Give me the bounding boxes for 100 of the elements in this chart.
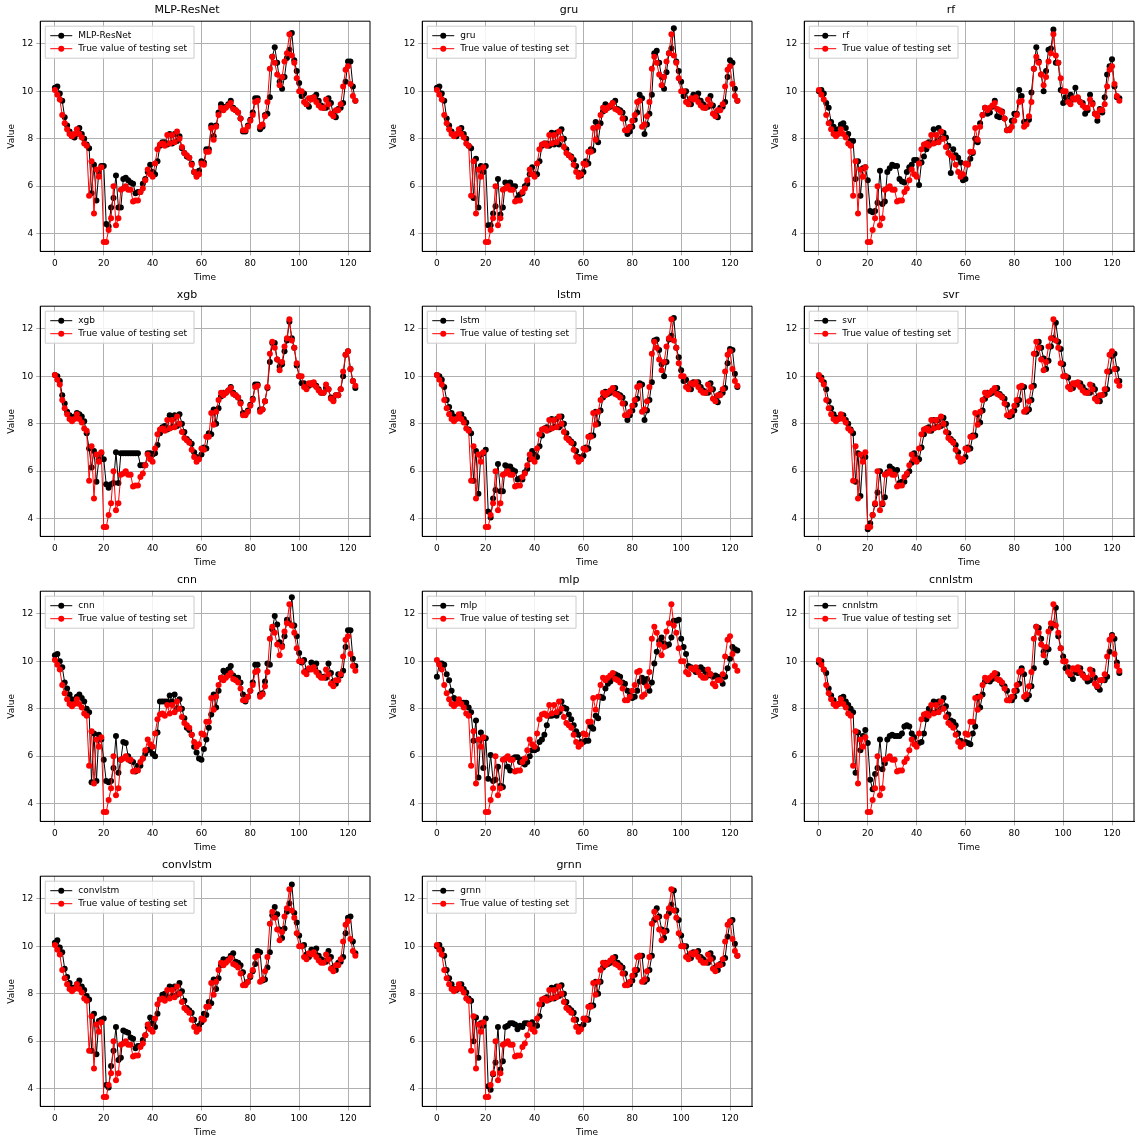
x-tick-label: 0 bbox=[816, 543, 823, 554]
y-tick-label: 10 bbox=[21, 940, 34, 951]
x-axis-title: Time bbox=[957, 841, 981, 852]
y-tick-label: 4 bbox=[409, 227, 416, 238]
x-axis-title: Time bbox=[575, 556, 599, 567]
legend-label: True value of testing set bbox=[841, 328, 952, 339]
y-tick-label: 6 bbox=[409, 465, 416, 476]
x-tick-label: 120 bbox=[721, 543, 739, 554]
y-tick-label: 6 bbox=[409, 180, 416, 191]
x-axis-title: Time bbox=[193, 271, 217, 282]
legend-label: True value of testing set bbox=[459, 328, 570, 339]
chart-title: xgb bbox=[176, 288, 198, 302]
y-tick-label: 8 bbox=[27, 418, 34, 429]
legend-label: mlp bbox=[460, 600, 478, 611]
legend-label: rf bbox=[842, 30, 850, 41]
legend-label: svr bbox=[842, 315, 857, 326]
x-tick-label: 120 bbox=[1103, 543, 1121, 554]
x-tick-label: 120 bbox=[721, 258, 739, 269]
y-tick-label: 4 bbox=[409, 512, 416, 523]
x-tick-label: 0 bbox=[52, 543, 59, 554]
y-axis-title: Value bbox=[769, 123, 780, 149]
x-tick-label: 20 bbox=[98, 828, 110, 839]
y-tick-label: 4 bbox=[27, 227, 34, 238]
y-tick-label: 8 bbox=[409, 988, 416, 999]
x-tick-label: 100 bbox=[290, 543, 309, 554]
x-tick-label: 120 bbox=[339, 1113, 357, 1124]
y-tick-label: 12 bbox=[785, 38, 798, 49]
chart-title: convlstm bbox=[161, 858, 213, 872]
x-tick-label: 100 bbox=[672, 1113, 691, 1124]
x-tick-label: 20 bbox=[480, 258, 492, 269]
legend-label: cnnlstm bbox=[842, 600, 879, 611]
y-tick-label: 4 bbox=[27, 797, 34, 808]
y-tick-label: 10 bbox=[403, 940, 416, 951]
y-tick-label: 12 bbox=[21, 323, 34, 334]
legend-label: cnn bbox=[78, 600, 95, 611]
chart-title: grnn bbox=[556, 858, 582, 872]
chart-title: mlp bbox=[558, 573, 580, 587]
chart-title: lstm bbox=[557, 288, 581, 302]
x-axis-title: Time bbox=[193, 556, 217, 567]
x-tick-label: 80 bbox=[626, 258, 639, 269]
x-tick-label: 80 bbox=[1008, 543, 1021, 554]
x-tick-label: 0 bbox=[52, 258, 59, 269]
x-tick-label: 40 bbox=[146, 543, 159, 554]
y-tick-label: 10 bbox=[21, 655, 34, 666]
legend-label: True value of testing set bbox=[841, 613, 952, 624]
y-axis-title: Value bbox=[387, 693, 398, 719]
legend-label: convlstm bbox=[78, 885, 120, 896]
x-axis-title: Time bbox=[193, 1126, 217, 1137]
legend-label: True value of testing set bbox=[77, 328, 188, 339]
x-tick-label: 100 bbox=[672, 828, 691, 839]
legend-label: True value of testing set bbox=[459, 898, 570, 909]
y-tick-label: 8 bbox=[27, 703, 34, 714]
x-tick-label: 0 bbox=[434, 258, 441, 269]
y-axis-title: Value bbox=[387, 408, 398, 434]
y-tick-label: 12 bbox=[403, 608, 416, 619]
x-tick-label: 0 bbox=[434, 828, 441, 839]
x-tick-label: 40 bbox=[528, 258, 541, 269]
x-tick-label: 40 bbox=[146, 1113, 159, 1124]
y-tick-label: 12 bbox=[403, 893, 416, 904]
y-tick-label: 10 bbox=[403, 85, 416, 96]
x-tick-label: 40 bbox=[910, 258, 923, 269]
legend-label: True value of testing set bbox=[77, 43, 188, 54]
y-tick-label: 6 bbox=[409, 750, 416, 761]
y-tick-label: 8 bbox=[409, 703, 416, 714]
y-tick-label: 4 bbox=[791, 227, 798, 238]
legend-label: True value of testing set bbox=[459, 613, 570, 624]
x-tick-label: 120 bbox=[339, 543, 357, 554]
x-tick-label: 80 bbox=[626, 1113, 639, 1124]
x-tick-label: 60 bbox=[959, 828, 972, 839]
legend-label: True value of testing set bbox=[77, 613, 188, 624]
x-tick-label: 60 bbox=[577, 543, 590, 554]
y-tick-label: 4 bbox=[27, 512, 34, 523]
chart-title: cnnlstm bbox=[929, 573, 973, 587]
x-tick-label: 20 bbox=[862, 828, 874, 839]
x-tick-label: 60 bbox=[195, 258, 208, 269]
y-axis-title: Value bbox=[5, 978, 16, 1004]
x-tick-label: 60 bbox=[195, 543, 208, 554]
x-tick-label: 0 bbox=[816, 258, 823, 269]
x-tick-label: 100 bbox=[290, 258, 309, 269]
y-tick-label: 8 bbox=[409, 133, 416, 144]
x-tick-label: 80 bbox=[626, 828, 639, 839]
y-tick-label: 6 bbox=[27, 180, 34, 191]
y-tick-label: 4 bbox=[791, 797, 798, 808]
y-tick-label: 10 bbox=[21, 370, 34, 381]
y-tick-label: 6 bbox=[27, 1035, 34, 1046]
y-tick-label: 4 bbox=[409, 1082, 416, 1093]
x-tick-label: 100 bbox=[290, 1113, 309, 1124]
legend-label: MLP-ResNet bbox=[78, 30, 132, 41]
y-tick-label: 12 bbox=[785, 323, 798, 334]
x-tick-label: 20 bbox=[480, 543, 492, 554]
y-tick-label: 6 bbox=[791, 465, 798, 476]
y-tick-label: 12 bbox=[21, 608, 34, 619]
x-tick-label: 120 bbox=[1103, 828, 1121, 839]
y-tick-label: 6 bbox=[791, 750, 798, 761]
y-tick-label: 12 bbox=[403, 38, 416, 49]
y-tick-label: 8 bbox=[791, 133, 798, 144]
y-axis-title: Value bbox=[5, 693, 16, 719]
y-tick-label: 12 bbox=[785, 608, 798, 619]
legend-label: True value of testing set bbox=[459, 43, 570, 54]
x-tick-label: 120 bbox=[721, 1113, 739, 1124]
